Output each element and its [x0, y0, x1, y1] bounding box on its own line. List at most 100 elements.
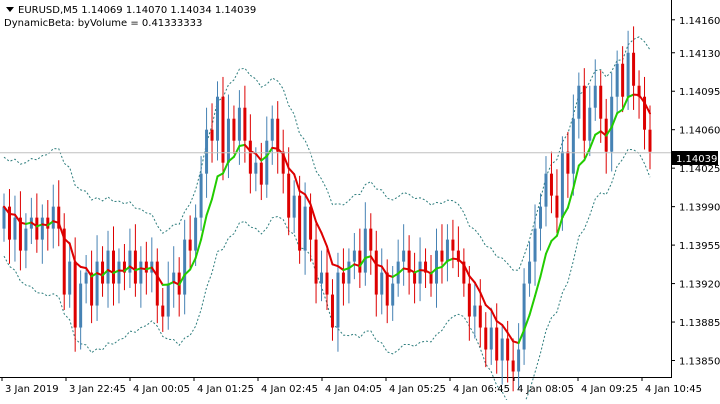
bear-candle	[495, 328, 498, 361]
bear-candle	[161, 306, 164, 317]
bear-candle	[468, 284, 471, 317]
bear-candle	[440, 251, 443, 262]
bull-candle	[167, 284, 170, 317]
bull-candle	[227, 119, 230, 163]
bull-candle	[117, 262, 120, 284]
bear-candle	[583, 86, 586, 141]
time-tick-label: 4 Jan 01:25	[197, 384, 254, 395]
bull-candle	[293, 196, 296, 218]
bull-candle	[402, 251, 405, 262]
bear-candle	[298, 196, 301, 251]
bull-candle	[336, 273, 339, 328]
price-tick-label: 1.14025	[679, 164, 720, 175]
time-tick-label: 4 Jan 02:45	[261, 384, 318, 395]
bull-candle	[572, 119, 575, 174]
bull-candle	[107, 251, 110, 284]
bear-candle	[358, 251, 361, 273]
bear-candle	[112, 251, 115, 284]
bull-candle	[320, 273, 323, 284]
bull-candle	[347, 262, 350, 284]
bear-candle	[375, 251, 378, 295]
price-tick-label: 1.13990	[679, 203, 720, 214]
bull-candle	[304, 207, 307, 251]
bear-candle	[46, 218, 49, 229]
bear-candle	[484, 328, 487, 350]
bear-candle	[326, 273, 329, 295]
price-tick-label: 1.13920	[679, 280, 720, 291]
bull-candle	[588, 108, 591, 141]
symbol-info: EURUSD,M5 1.14069 1.14070 1.14034 1.1403…	[18, 5, 256, 16]
price-tick-label: 1.13955	[679, 241, 720, 252]
bull-candle	[216, 97, 219, 141]
bear-candle	[386, 273, 389, 306]
current-price-label: 1.14039	[676, 154, 717, 165]
price-tick-label: 1.14130	[679, 49, 720, 60]
bull-candle	[205, 130, 208, 174]
bull-candle	[85, 273, 88, 284]
time-tick-label: 4 Jan 05:25	[389, 384, 446, 395]
bull-candle	[68, 262, 71, 295]
time-tick-label: 4 Jan 10:45	[645, 384, 702, 395]
bull-candle	[534, 229, 537, 262]
price-tick-label: 1.13885	[679, 318, 720, 329]
time-tick-label: 4 Jan 06:45	[453, 384, 510, 395]
bull-candle	[419, 262, 422, 284]
bear-candle	[555, 196, 558, 218]
time-tick-label: 3 Jan 22:45	[69, 384, 126, 395]
bull-candle	[380, 273, 383, 295]
bear-candle	[479, 306, 482, 328]
bull-candle	[238, 108, 241, 141]
bull-candle	[183, 240, 186, 295]
bear-candle	[232, 119, 235, 141]
bull-candle	[561, 152, 564, 218]
bull-candle	[41, 218, 44, 240]
bull-candle	[577, 86, 580, 119]
bull-candle	[364, 229, 367, 273]
bull-candle	[544, 174, 547, 207]
bear-candle	[243, 108, 246, 141]
bull-candle	[3, 207, 6, 229]
bull-candle	[490, 328, 493, 350]
bull-candle	[194, 218, 197, 251]
bear-candle	[276, 119, 279, 152]
bear-candle	[369, 229, 372, 251]
bull-candle	[391, 284, 394, 306]
time-tick-label: 4 Jan 00:05	[133, 384, 190, 395]
bull-candle	[353, 251, 356, 262]
bear-candle	[287, 174, 290, 218]
bull-candle	[271, 119, 274, 141]
bull-candle	[616, 64, 619, 97]
bear-candle	[599, 86, 602, 119]
indicator-info: DynamicBeta: byVolume = 0.41333333	[4, 18, 202, 29]
bear-candle	[74, 262, 77, 328]
bull-candle	[265, 141, 268, 185]
bear-candle	[632, 53, 635, 86]
bull-candle	[254, 163, 257, 174]
time-tick-label: 4 Jan 08:05	[517, 384, 574, 395]
bear-candle	[413, 273, 416, 284]
price-tick-label: 1.13850	[679, 357, 720, 368]
price-tick-label: 1.14060	[679, 126, 720, 137]
bear-candle	[35, 218, 38, 240]
bear-candle	[451, 240, 454, 251]
bear-candle	[506, 339, 509, 361]
bull-candle	[435, 251, 438, 284]
bear-candle	[211, 130, 214, 141]
bull-candle	[473, 306, 476, 317]
bull-candle	[52, 207, 55, 229]
bear-candle	[566, 152, 569, 174]
bull-candle	[96, 262, 99, 306]
bull-candle	[627, 53, 630, 97]
price-tick-label: 1.14095	[679, 87, 720, 98]
bull-candle	[539, 207, 542, 229]
bull-candle	[24, 229, 27, 251]
bear-candle	[189, 240, 192, 251]
bear-candle	[550, 174, 553, 196]
bear-candle	[621, 64, 624, 97]
bear-candle	[134, 251, 137, 284]
bear-candle	[101, 262, 104, 284]
bear-candle	[342, 273, 345, 284]
